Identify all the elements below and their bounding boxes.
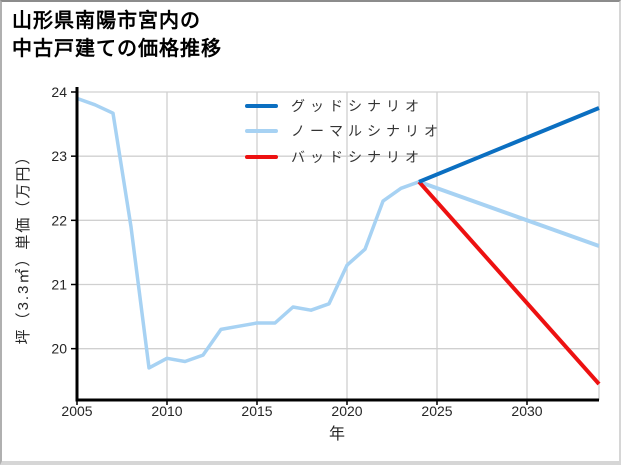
axis-layer: 2005 2010 2015 2020 2025 2030 20 21 22 23 24 xyxy=(51,84,599,419)
y-axis-label: 坪（3.3㎡）単価（万円） xyxy=(15,148,32,345)
chart-title-line-2: 中古戸建ての価格推移 xyxy=(12,38,222,60)
chart-title-line-1: 山形県南陽市宮内の xyxy=(12,10,201,32)
good-scenario-line xyxy=(418,106,600,184)
normal-scenario-line-swatch xyxy=(245,129,278,134)
x-tick-label: 2010 xyxy=(151,403,182,419)
bad-scenario-line xyxy=(417,180,601,386)
legend-item-bad-scenario: バッドシナリオ xyxy=(245,144,443,170)
series-layer xyxy=(76,96,601,386)
x-axis-label: 年 xyxy=(329,425,347,443)
good-scenario-line-swatch xyxy=(245,103,278,108)
x-tick-label: 2030 xyxy=(511,403,542,419)
y-tick-label: 24 xyxy=(51,84,67,100)
chart-title: 山形県南陽市宮内の 中古戸建ての価格推移 xyxy=(12,7,222,63)
bad-scenario-label: バッドシナリオ xyxy=(291,148,424,165)
x-tick-label: 2020 xyxy=(331,403,362,419)
x-tick-label: 2025 xyxy=(421,403,452,419)
x-tick-label: 2005 xyxy=(61,403,92,419)
normal-scenario-label: ノーマルシナリオ xyxy=(291,123,443,140)
y-tick-label: 22 xyxy=(51,212,67,228)
y-tick-label: 20 xyxy=(51,341,67,357)
bad-scenario-line-swatch xyxy=(245,154,278,159)
history-line xyxy=(76,96,420,370)
normal-scenario-line xyxy=(418,179,600,248)
x-tick-label: 2015 xyxy=(241,403,272,419)
good-scenario-label: グッドシナリオ xyxy=(291,97,424,114)
y-tick-label: 23 xyxy=(51,148,67,164)
legend: グッドシナリオ ノーマルシナリオ バッドシナリオ xyxy=(245,93,443,170)
legend-item-normal-scenario: ノーマルシナリオ xyxy=(245,119,443,145)
legend-item-good-scenario: グッドシナリオ xyxy=(245,93,443,119)
y-tick-label: 21 xyxy=(51,277,67,293)
